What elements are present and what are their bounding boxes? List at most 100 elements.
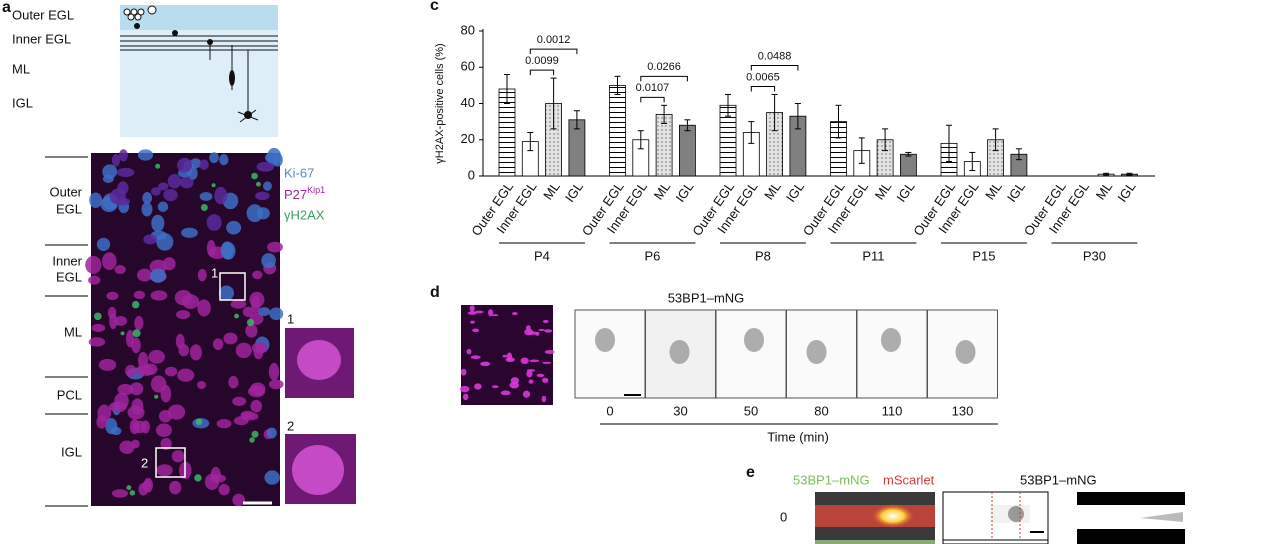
cell-blob [209,152,219,164]
cell-blob [247,385,266,398]
x-tick-label: ML [1093,179,1116,202]
gh2ax-focus [251,172,258,180]
cell-blob [206,239,216,257]
cell-blob [108,401,127,413]
cell-blob [137,351,149,370]
panel-letter: a [2,0,11,16]
group-label: P8 [755,248,771,263]
cell-blob [251,342,268,354]
legend-ki67: Ki-67 [284,165,314,180]
cell-blob [204,473,220,490]
timelapse-cell [744,328,764,352]
y-axis-label: γH2AX-positive cells (%) [434,43,446,163]
roi-box [219,272,246,301]
overview-cell [542,361,552,364]
p-value: 0.0488 [758,50,792,62]
cell-blob [189,344,202,361]
overview-cell [470,320,475,324]
legend-gh2ax: γH2AX [284,207,325,222]
cell-blob [242,306,254,318]
x-tick-label: IGL [783,179,807,205]
cell-blob [218,285,235,301]
overview-cell [529,359,540,363]
layer-label: ML [64,324,82,339]
gh2ax-focus [120,331,125,336]
cell-blob [106,291,119,301]
gh2ax-focus [249,437,255,443]
panel-title: 53BP1–mNG [1020,472,1097,487]
schematic-label: ML [12,61,30,76]
gh2ax-focus [132,329,141,338]
cell-blob [261,253,276,269]
inset-nucleus [297,340,341,380]
cell-blob [256,161,275,172]
timelapse-frame [574,309,646,399]
schematic-label: Inner EGL [12,31,71,46]
schematic-label: IGL [12,95,33,110]
cell-blob [188,166,198,180]
cell-blob [150,268,167,283]
cell-blob [228,375,239,389]
group-label: P4 [534,248,550,263]
p-value: 0.0065 [746,71,780,83]
significance-bracket [529,48,578,55]
cell-blob [163,188,178,202]
time-label: 30 [673,403,687,418]
cell-blob [212,338,224,351]
schematic-egl [120,5,278,30]
cell-blob [171,450,185,463]
timelapse-title: 53BP1–mNG [668,290,745,305]
overview-cell [474,383,482,390]
overview-cell [460,368,467,376]
cell-blob [199,191,213,201]
cell-blob [175,333,185,350]
cell-blob [136,365,145,376]
cell-blob [197,299,211,317]
cell-blob [107,306,117,319]
overview-cell [500,390,511,396]
gh2ax-focus [131,300,140,309]
red-label: mScarlet [883,472,935,487]
x-tick-label: IGL [672,179,696,205]
gh2ax-focus [211,183,216,188]
cell-blob [177,368,195,382]
cell-blob [111,153,121,167]
layer-label: PCL [57,387,82,402]
overview-cell [542,319,549,324]
overview-cell [541,395,547,403]
panel-letter: c [430,0,439,14]
layer-label: Inner [52,253,82,268]
schematic-cells [134,23,252,119]
p-value: 0.0266 [647,61,681,73]
overview-cell [536,373,545,378]
cell-blob [101,252,117,271]
overview-cell [526,369,536,372]
green-image-next [942,539,1049,544]
bar [900,153,917,177]
cell-blob [174,290,193,306]
x-tick-label: ML [872,179,895,202]
cell-blob [150,375,167,393]
significance-bracket [640,75,688,82]
cell-blob [116,167,135,178]
legend-p27: P27Kip1 [284,185,325,202]
gh2ax-focus [155,163,161,169]
cell-blob [264,152,279,163]
bar [609,84,626,177]
time-axis-label: Time (min) [767,429,829,444]
panel-letter: d [430,284,440,301]
cell-blob [226,220,242,235]
p-value: 0.0099 [525,55,559,67]
x-tick-label: ML [982,179,1005,202]
overview-cell [520,357,529,365]
cell-blob [220,241,234,260]
cell-blob [102,174,114,183]
layer-label: Outer [49,184,82,199]
cell-blob [264,470,280,485]
cell-blob [143,234,157,245]
cell-blob [167,404,186,420]
y-tick-label: 80 [461,22,475,37]
cell-blob [156,233,174,251]
x-tick-label: ML [540,179,563,202]
cell-blob [197,268,207,282]
